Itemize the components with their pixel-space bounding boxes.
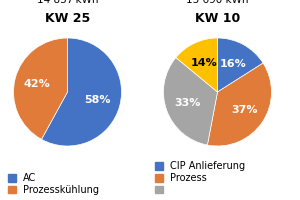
Wedge shape xyxy=(164,58,217,145)
Text: 42%: 42% xyxy=(24,79,50,89)
Legend: AC, Prozesskühlung: AC, Prozesskühlung xyxy=(8,173,99,195)
Wedge shape xyxy=(176,38,218,92)
Wedge shape xyxy=(207,63,272,146)
Text: 14%: 14% xyxy=(190,58,217,68)
Wedge shape xyxy=(14,38,68,139)
Wedge shape xyxy=(41,38,122,146)
Title: KW 25: KW 25 xyxy=(45,11,90,24)
Text: 58%: 58% xyxy=(85,95,111,105)
Text: 16%: 16% xyxy=(220,59,247,69)
Text: 14 837 kWh: 14 837 kWh xyxy=(37,0,98,5)
Text: 13 690 kWh: 13 690 kWh xyxy=(186,0,249,5)
Title: KW 10: KW 10 xyxy=(195,11,240,24)
Text: 33%: 33% xyxy=(174,98,200,108)
Text: 37%: 37% xyxy=(231,105,257,115)
Legend: CIP Anlieferung, Prozess, : CIP Anlieferung, Prozess, xyxy=(155,161,245,195)
Wedge shape xyxy=(218,38,263,92)
